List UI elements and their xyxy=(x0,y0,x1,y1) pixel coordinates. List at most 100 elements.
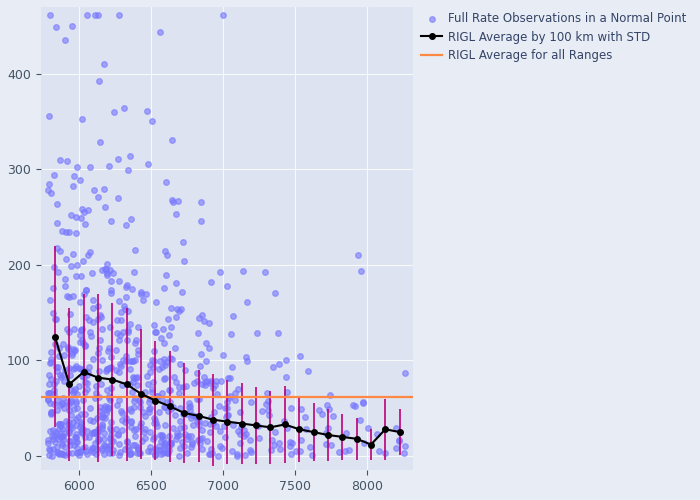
Full Rate Observations in a Normal Point xyxy=(135,290,146,298)
Full Rate Observations in a Normal Point xyxy=(117,356,128,364)
Full Rate Observations in a Normal Point xyxy=(66,211,77,219)
Full Rate Observations in a Normal Point xyxy=(172,304,183,312)
Full Rate Observations in a Normal Point xyxy=(147,362,158,370)
Full Rate Observations in a Normal Point xyxy=(105,396,116,404)
Full Rate Observations in a Normal Point xyxy=(48,308,59,316)
Full Rate Observations in a Normal Point xyxy=(80,220,91,228)
Full Rate Observations in a Normal Point xyxy=(100,442,111,450)
Full Rate Observations in a Normal Point xyxy=(157,389,168,397)
Full Rate Observations in a Normal Point xyxy=(121,336,132,344)
Full Rate Observations in a Normal Point xyxy=(170,278,181,286)
Full Rate Observations in a Normal Point xyxy=(55,373,66,381)
Full Rate Observations in a Normal Point xyxy=(187,422,198,430)
Full Rate Observations in a Normal Point xyxy=(204,344,215,352)
Full Rate Observations in a Normal Point xyxy=(227,364,238,372)
Full Rate Observations in a Normal Point xyxy=(45,189,56,197)
Full Rate Observations in a Normal Point xyxy=(211,390,223,398)
Full Rate Observations in a Normal Point xyxy=(127,440,139,448)
Full Rate Observations in a Normal Point xyxy=(106,449,118,457)
Full Rate Observations in a Normal Point xyxy=(45,410,56,418)
Full Rate Observations in a Normal Point xyxy=(133,323,144,331)
Full Rate Observations in a Normal Point xyxy=(52,430,63,438)
Full Rate Observations in a Normal Point xyxy=(76,425,88,433)
Full Rate Observations in a Normal Point xyxy=(204,450,215,458)
Full Rate Observations in a Normal Point xyxy=(347,401,358,409)
RIGL Average by 100 km with STD xyxy=(252,422,260,428)
Full Rate Observations in a Normal Point xyxy=(105,353,116,361)
Full Rate Observations in a Normal Point xyxy=(120,414,132,422)
Full Rate Observations in a Normal Point xyxy=(77,396,88,404)
Full Rate Observations in a Normal Point xyxy=(116,308,127,316)
Full Rate Observations in a Normal Point xyxy=(230,396,241,404)
Full Rate Observations in a Normal Point xyxy=(398,448,409,456)
Full Rate Observations in a Normal Point xyxy=(103,445,114,453)
Full Rate Observations in a Normal Point xyxy=(199,418,210,426)
Full Rate Observations in a Normal Point xyxy=(160,439,171,447)
Full Rate Observations in a Normal Point xyxy=(164,398,175,406)
Full Rate Observations in a Normal Point xyxy=(113,430,124,438)
Full Rate Observations in a Normal Point xyxy=(285,404,296,412)
Full Rate Observations in a Normal Point xyxy=(201,378,212,386)
Full Rate Observations in a Normal Point xyxy=(93,393,104,401)
Full Rate Observations in a Normal Point xyxy=(68,292,79,300)
Full Rate Observations in a Normal Point xyxy=(210,377,221,385)
Full Rate Observations in a Normal Point xyxy=(132,446,144,454)
Full Rate Observations in a Normal Point xyxy=(48,432,60,440)
Full Rate Observations in a Normal Point xyxy=(66,348,77,356)
Full Rate Observations in a Normal Point xyxy=(145,428,156,436)
Full Rate Observations in a Normal Point xyxy=(94,138,106,146)
Full Rate Observations in a Normal Point xyxy=(60,228,71,235)
Full Rate Observations in a Normal Point xyxy=(49,340,60,348)
Full Rate Observations in a Normal Point xyxy=(234,439,246,447)
Full Rate Observations in a Normal Point xyxy=(48,390,60,398)
Full Rate Observations in a Normal Point xyxy=(221,398,232,406)
Full Rate Observations in a Normal Point xyxy=(106,431,117,439)
Full Rate Observations in a Normal Point xyxy=(146,118,158,126)
Full Rate Observations in a Normal Point xyxy=(241,298,253,306)
Full Rate Observations in a Normal Point xyxy=(95,380,106,388)
Full Rate Observations in a Normal Point xyxy=(285,438,296,446)
Full Rate Observations in a Normal Point xyxy=(54,400,65,408)
Full Rate Observations in a Normal Point xyxy=(363,424,374,432)
Full Rate Observations in a Normal Point xyxy=(159,339,170,347)
Full Rate Observations in a Normal Point xyxy=(46,358,57,366)
Full Rate Observations in a Normal Point xyxy=(400,369,411,377)
Full Rate Observations in a Normal Point xyxy=(83,251,94,259)
Full Rate Observations in a Normal Point xyxy=(266,436,277,444)
Full Rate Observations in a Normal Point xyxy=(205,413,216,421)
Full Rate Observations in a Normal Point xyxy=(79,342,90,350)
Full Rate Observations in a Normal Point xyxy=(57,371,69,379)
Full Rate Observations in a Normal Point xyxy=(156,362,167,370)
Full Rate Observations in a Normal Point xyxy=(87,417,98,425)
Full Rate Observations in a Normal Point xyxy=(176,305,187,313)
Full Rate Observations in a Normal Point xyxy=(105,384,116,392)
Full Rate Observations in a Normal Point xyxy=(211,422,222,430)
Full Rate Observations in a Normal Point xyxy=(150,298,162,306)
Full Rate Observations in a Normal Point xyxy=(78,256,89,264)
Full Rate Observations in a Normal Point xyxy=(94,311,106,319)
Full Rate Observations in a Normal Point xyxy=(63,364,74,372)
Full Rate Observations in a Normal Point xyxy=(204,378,215,386)
Full Rate Observations in a Normal Point xyxy=(321,429,332,437)
Full Rate Observations in a Normal Point xyxy=(127,373,139,381)
Full Rate Observations in a Normal Point xyxy=(244,436,256,444)
Full Rate Observations in a Normal Point xyxy=(82,428,93,436)
Full Rate Observations in a Normal Point xyxy=(186,432,197,440)
Full Rate Observations in a Normal Point xyxy=(132,443,144,451)
Full Rate Observations in a Normal Point xyxy=(83,316,94,324)
Full Rate Observations in a Normal Point xyxy=(125,422,136,430)
Full Rate Observations in a Normal Point xyxy=(130,339,141,347)
Full Rate Observations in a Normal Point xyxy=(79,378,90,386)
Full Rate Observations in a Normal Point xyxy=(64,371,76,379)
Full Rate Observations in a Normal Point xyxy=(391,424,402,432)
Full Rate Observations in a Normal Point xyxy=(70,364,81,372)
Full Rate Observations in a Normal Point xyxy=(121,438,132,446)
Full Rate Observations in a Normal Point xyxy=(107,437,118,445)
Full Rate Observations in a Normal Point xyxy=(48,400,60,407)
RIGL Average by 100 km with STD xyxy=(338,434,346,440)
Full Rate Observations in a Normal Point xyxy=(164,432,175,440)
Full Rate Observations in a Normal Point xyxy=(150,420,162,428)
Full Rate Observations in a Normal Point xyxy=(87,428,98,436)
Full Rate Observations in a Normal Point xyxy=(76,366,88,374)
Full Rate Observations in a Normal Point xyxy=(148,348,160,356)
